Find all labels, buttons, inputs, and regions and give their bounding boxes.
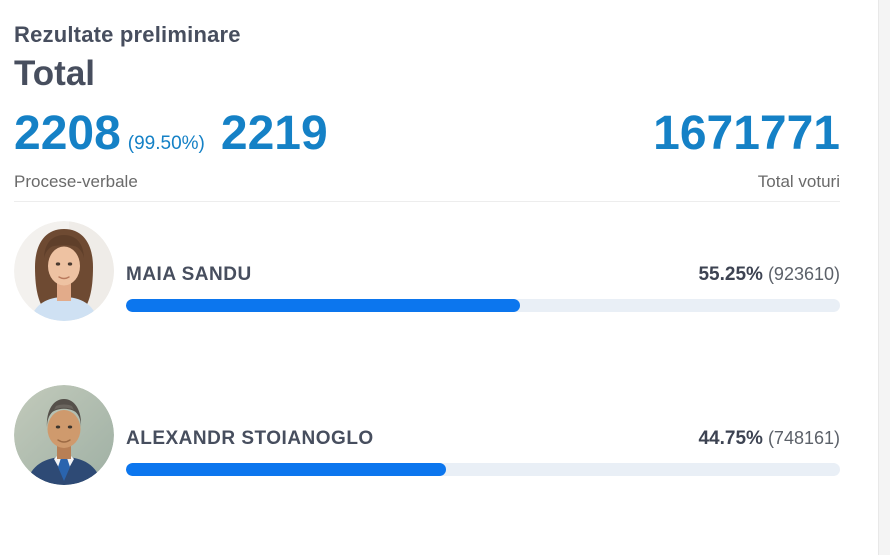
- candidate-result: 44.75% (748161): [698, 428, 840, 450]
- candidate-body: MAIA SANDU 55.25% (923610): [126, 221, 840, 312]
- section-divider: [14, 201, 840, 202]
- candidate-avatar: [14, 221, 114, 321]
- candidate-progress-fill: [126, 299, 521, 312]
- vertical-scrollbar[interactable]: [878, 0, 890, 555]
- summary-numbers-row: 2208 (99.50%) 2219 1671771: [14, 110, 840, 158]
- maia-sandu-photo: [14, 221, 114, 321]
- candidate-avatar: [14, 385, 114, 485]
- candidate-row-alexandr-stoianoglo: ALEXANDR STOIANOGLO 44.75% (748161): [14, 385, 840, 485]
- total-votes-label: Total voturi: [757, 172, 840, 191]
- candidate-votes: (748161): [767, 428, 840, 448]
- summary-labels-row: Procese-verbale Total voturi: [14, 172, 840, 192]
- candidate-row-maia-sandu: MAIA SANDU 55.25% (923610): [14, 221, 840, 321]
- page-title: Total: [14, 54, 96, 93]
- page-subtitle: Rezultate preliminare: [14, 22, 241, 47]
- total-protocols-count: 2219: [220, 107, 328, 160]
- alexandr-stoianoglo-photo: [14, 385, 114, 485]
- candidate-body: ALEXANDR STOIANOGLO 44.75% (748161): [126, 385, 840, 476]
- candidate-name: ALEXANDR STOIANOGLO: [126, 428, 374, 449]
- processed-protocols-label: Procese-verbale: [14, 172, 138, 191]
- candidate-name-row: ALEXANDR STOIANOGLO 44.75% (748161): [126, 428, 840, 450]
- candidate-votes: (923610): [767, 264, 840, 284]
- candidate-progress-track: [126, 463, 840, 476]
- processed-protocols-percent: (99.50%): [127, 133, 205, 154]
- candidate-name-row: MAIA SANDU 55.25% (923610): [126, 264, 840, 286]
- candidate-progress-fill: [126, 463, 446, 476]
- candidate-progress-track: [126, 299, 840, 312]
- processed-protocols-count: 2208: [14, 107, 121, 160]
- candidate-percent: 55.25%: [698, 264, 763, 285]
- total-votes-count: 1671771: [653, 107, 840, 160]
- candidate-name: MAIA SANDU: [126, 264, 252, 285]
- candidate-percent: 44.75%: [698, 428, 763, 449]
- candidate-result: 55.25% (923610): [698, 264, 840, 286]
- results-panel: Rezultate preliminare Total 2208 (99.50%…: [14, 0, 840, 485]
